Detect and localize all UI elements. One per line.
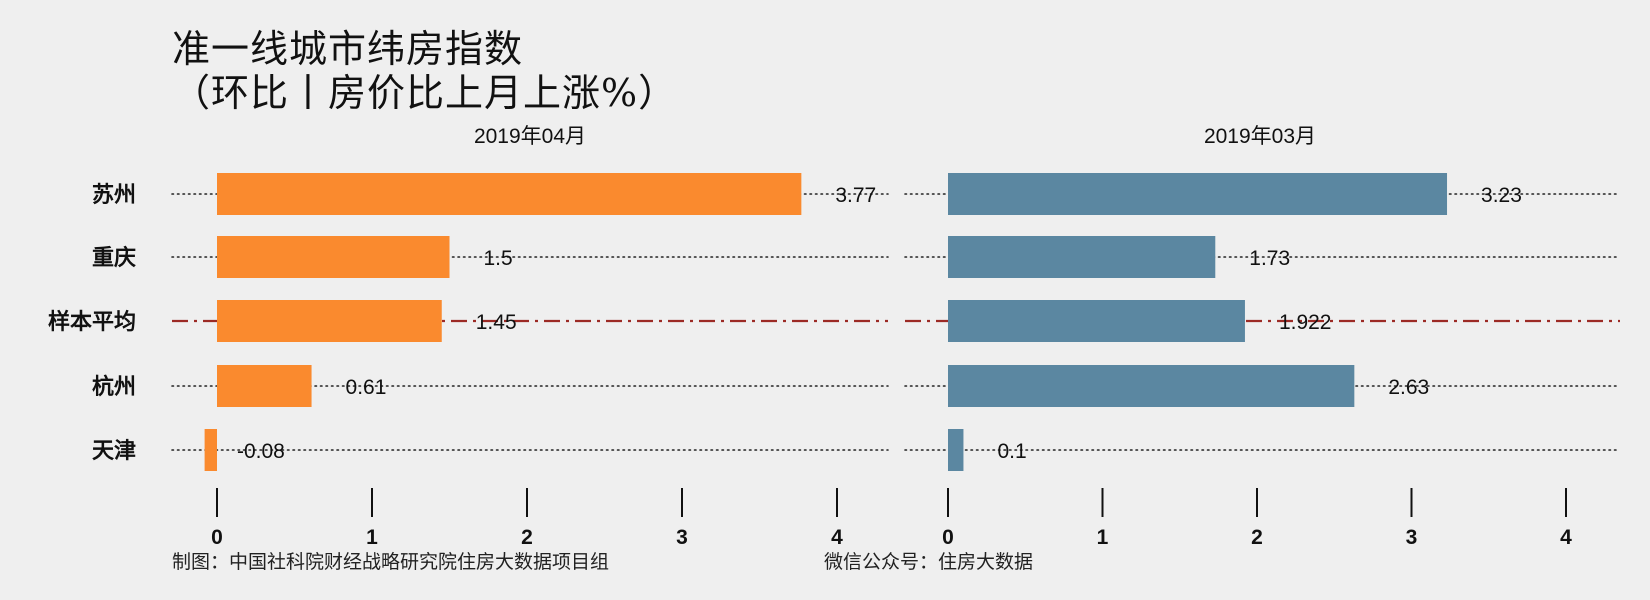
chart-subtitle: （环比丨房价比上月上涨%）: [172, 71, 678, 115]
x-tick-label: 2: [521, 526, 533, 549]
bar-1: [217, 236, 450, 278]
chart-title: 准一线城市纬房指数: [172, 27, 524, 71]
value-label: 3.77: [835, 184, 876, 207]
bar-3: [217, 365, 312, 407]
x-tick-label: 1: [1097, 526, 1109, 549]
category-label: 杭州: [92, 374, 136, 400]
bar-3: [948, 365, 1355, 407]
value-label: 1.5: [484, 247, 513, 270]
x-tick-label: 3: [676, 526, 688, 549]
bar-4: [204, 429, 217, 471]
value-label: 1.73: [1249, 247, 1290, 270]
bar-0: [217, 173, 802, 215]
x-tick-label: 0: [942, 526, 954, 549]
value-label: -0.08: [237, 440, 285, 463]
category-label: 苏州: [92, 182, 136, 208]
x-tick-label: 0: [211, 526, 223, 549]
value-label: 2.63: [1388, 376, 1429, 399]
value-label: 0.1: [997, 440, 1026, 463]
panel-title: 2019年03月: [1204, 125, 1316, 148]
bar-2: [948, 300, 1245, 342]
value-label: 3.23: [1481, 184, 1522, 207]
category-label: 样本平均: [48, 309, 136, 335]
category-label: 重庆: [92, 245, 136, 271]
x-tick-label: 1: [366, 526, 378, 549]
category-label: 天津: [92, 438, 136, 464]
x-tick-label: 3: [1406, 526, 1418, 549]
panel-title: 2019年04月: [474, 125, 586, 148]
x-tick-label: 2: [1251, 526, 1263, 549]
value-label: 1.45: [476, 311, 517, 334]
x-tick-label: 4: [1560, 526, 1572, 549]
bar-4: [948, 429, 964, 471]
footer-credit: 制图：中国社科院财经战略研究院住房大数据项目组: [172, 551, 610, 573]
value-label: 0.61: [346, 376, 387, 399]
bar-1: [948, 236, 1216, 278]
bar-2: [217, 300, 442, 342]
value-label: 1.922: [1279, 311, 1332, 334]
bar-0: [948, 173, 1448, 215]
x-tick-label: 4: [831, 526, 843, 549]
footer-wechat: 微信公众号：住房大数据: [824, 551, 1034, 573]
